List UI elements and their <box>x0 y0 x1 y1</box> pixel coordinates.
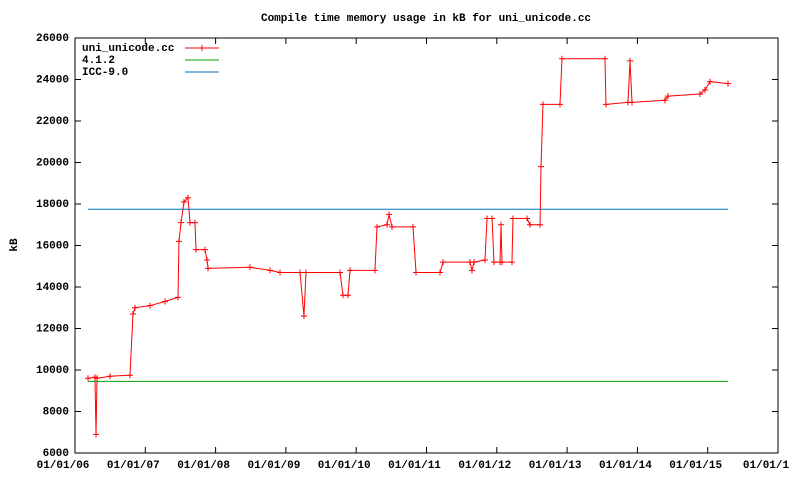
y-tick-label: 22000 <box>36 116 69 128</box>
point-marker <box>602 101 609 108</box>
point-marker <box>192 219 199 226</box>
y-tick-label: 24000 <box>36 74 69 86</box>
point-marker <box>628 99 635 106</box>
point-marker <box>725 80 732 87</box>
y-tick-label: 8000 <box>43 406 69 418</box>
point-marker <box>538 163 545 170</box>
point-marker <box>489 215 496 222</box>
point-marker <box>498 221 505 228</box>
point-marker <box>707 78 714 85</box>
point-marker <box>180 198 187 205</box>
point-marker <box>436 269 443 276</box>
point-marker <box>539 101 546 108</box>
point-marker <box>107 373 114 380</box>
x-tick-label: 01/01/06 <box>37 460 90 472</box>
x-tick-label: 01/01/12 <box>458 460 511 472</box>
point-marker <box>558 55 565 62</box>
point-marker <box>178 219 185 226</box>
point-marker <box>175 238 182 245</box>
point-marker <box>129 310 136 317</box>
point-marker <box>267 267 274 274</box>
point-marker <box>490 259 497 266</box>
point-marker <box>174 294 181 301</box>
point-marker <box>85 375 92 382</box>
point-marker <box>201 246 208 253</box>
series-line <box>87 58 729 435</box>
plot-frame <box>74 37 779 454</box>
x-tick-label: 01/01/07 <box>107 460 160 472</box>
point-marker <box>388 223 395 230</box>
y-tick-label: 12000 <box>36 323 69 335</box>
point-marker <box>386 211 393 218</box>
point-marker <box>337 269 344 276</box>
point-marker <box>246 264 253 271</box>
point-marker <box>627 57 634 64</box>
y-tick-label: 14000 <box>36 282 69 294</box>
point-marker <box>499 259 506 266</box>
point-marker <box>147 302 154 309</box>
y-axis-label: kB <box>9 238 21 252</box>
point-marker <box>303 269 310 276</box>
x-tick-label: 01/01/08 <box>177 460 230 472</box>
point-marker <box>696 91 703 98</box>
point-marker <box>440 259 447 266</box>
point-marker <box>205 265 212 272</box>
point-marker <box>93 431 100 438</box>
point-marker <box>371 267 378 274</box>
point-marker <box>184 194 191 201</box>
chart-title: Compile time memory usage in kB for uni_… <box>261 13 591 25</box>
point-marker <box>468 267 475 274</box>
point-marker <box>347 267 354 274</box>
x-tick-label: 01/01/15 <box>669 460 722 472</box>
y-tick-label: 26000 <box>36 33 69 45</box>
point-marker <box>524 215 531 222</box>
point-marker <box>131 304 138 311</box>
point-marker <box>300 313 307 320</box>
x-tick-label: 01/01/14 <box>599 460 652 472</box>
point-marker <box>126 372 133 379</box>
x-tick-label: 01/01/1 <box>743 460 790 472</box>
point-marker <box>526 221 533 228</box>
point-marker <box>557 101 563 108</box>
point-marker <box>702 86 709 93</box>
point-marker <box>204 257 211 264</box>
y-tick-label: 6000 <box>43 448 69 460</box>
point-marker <box>664 93 671 100</box>
point-marker <box>161 298 168 305</box>
x-tick-label: 01/01/13 <box>529 460 582 472</box>
point-marker <box>192 246 199 253</box>
point-marker <box>276 269 283 276</box>
x-tick-label: 01/01/10 <box>318 460 371 472</box>
legend-marker <box>199 45 205 51</box>
point-marker <box>410 223 417 230</box>
x-tick-label: 01/01/09 <box>247 460 300 472</box>
point-marker <box>481 257 488 264</box>
legend-label: 4.1.2 <box>82 55 115 67</box>
point-marker <box>297 269 304 276</box>
y-tick-label: 18000 <box>36 199 69 211</box>
point-marker <box>94 375 101 382</box>
y-tick-label: 20000 <box>36 157 69 169</box>
point-marker <box>509 215 516 222</box>
x-tick-label: 01/01/11 <box>388 460 441 472</box>
point-marker <box>601 55 608 62</box>
point-marker <box>537 221 544 228</box>
point-marker <box>413 269 420 276</box>
legend-label: ICC-9.0 <box>82 67 128 79</box>
point-marker <box>344 292 351 299</box>
legend-label: uni_unicode.cc <box>82 43 174 55</box>
point-marker <box>508 259 515 266</box>
point-marker <box>374 223 381 230</box>
point-marker <box>661 97 668 104</box>
y-tick-label: 10000 <box>36 365 69 377</box>
point-marker <box>383 221 390 228</box>
y-tick-label: 16000 <box>36 240 69 252</box>
point-marker <box>471 259 478 266</box>
